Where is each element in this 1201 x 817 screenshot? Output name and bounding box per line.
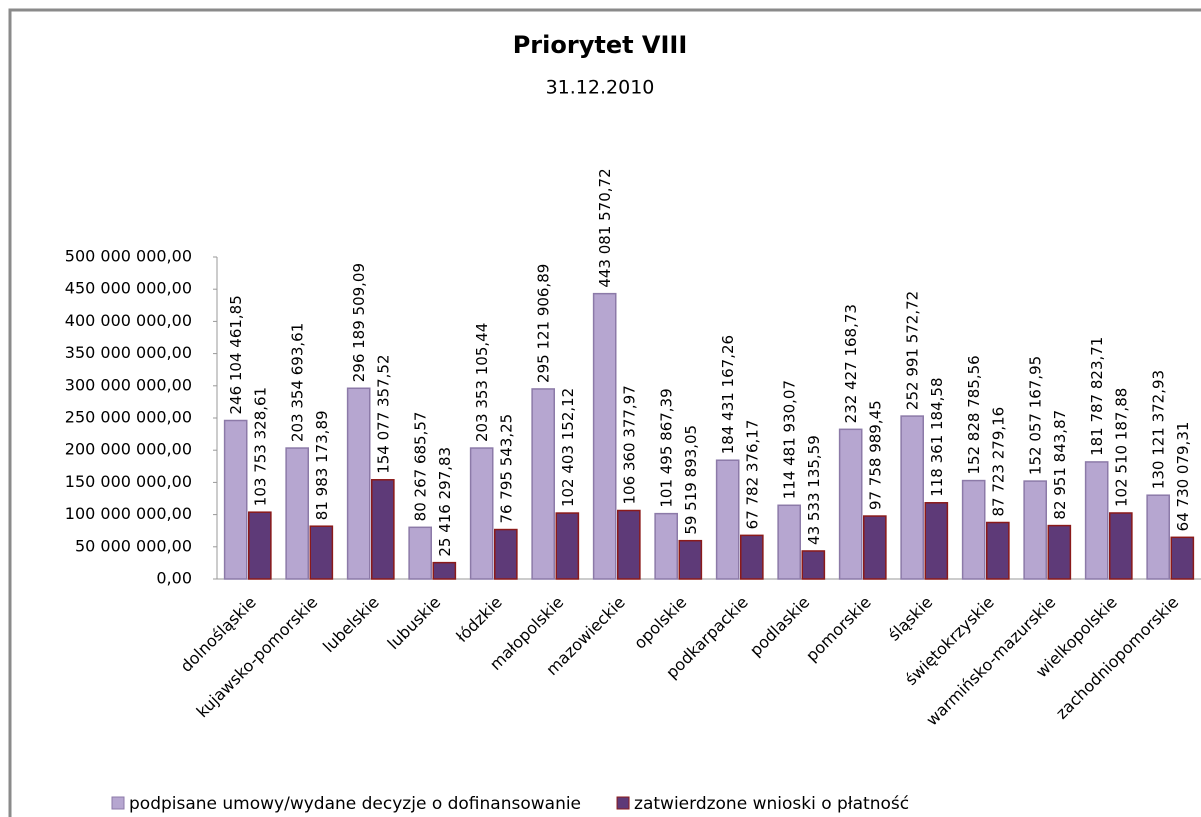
legend-swatch: [616, 796, 630, 810]
value-label: 184 431 167,26: [719, 335, 737, 454]
bar: [309, 525, 334, 580]
value-label: 80 267 685,57: [412, 412, 430, 522]
bar: [740, 534, 764, 580]
value-label: 203 353 105,44: [473, 323, 491, 442]
bar: [678, 539, 703, 580]
bar: [408, 526, 432, 580]
y-tick-label: 400 000 000,00: [65, 311, 192, 330]
value-label: 97 758 989,45: [866, 400, 884, 510]
value-label: 76 795 543,25: [497, 414, 515, 524]
x-tick-label: kujawsko-pomorskie: [193, 593, 322, 722]
y-tick-label: 200 000 000,00: [65, 440, 192, 459]
value-label: 106 360 377,97: [620, 385, 638, 504]
bar: [838, 428, 863, 580]
value-label: 296 189 509,09: [350, 263, 368, 382]
value-label: 101 495 867,39: [658, 388, 676, 507]
value-label: 130 121 372,93: [1150, 370, 1168, 489]
value-label: 114 481 930,07: [781, 380, 799, 499]
value-label: 82 951 843,87: [1051, 410, 1069, 520]
y-tick-label: 50 000 000,00: [75, 536, 192, 555]
bar: [715, 459, 740, 580]
bar: [592, 292, 617, 580]
bar: [777, 504, 801, 580]
bar: [223, 419, 248, 580]
y-tick-label: 0,00: [156, 569, 192, 588]
value-label: 102 403 152,12: [559, 388, 577, 507]
bar: [494, 528, 518, 580]
value-label: 102 510 187,88: [1112, 388, 1130, 507]
value-label: 154 077 357,52: [374, 354, 392, 473]
bar: [1023, 480, 1047, 580]
value-label: 152 057 167,95: [1027, 356, 1045, 475]
legend-swatch: [111, 796, 125, 810]
y-tick-label: 350 000 000,00: [65, 343, 192, 362]
chart-title: Priorytet VIII: [513, 31, 688, 59]
bar: [924, 502, 949, 580]
value-label: 443 081 570,72: [596, 168, 614, 287]
bar: [371, 479, 395, 580]
bar: [1170, 536, 1195, 580]
legend-label: zatwierdzone wnioski o płatność: [634, 794, 909, 814]
y-tick-label: 300 000 000,00: [65, 375, 192, 394]
bar: [285, 447, 309, 580]
y-tick-label: 250 000 000,00: [65, 408, 192, 427]
bar: [432, 561, 457, 580]
bar: [1084, 461, 1109, 580]
bar: [248, 511, 272, 580]
bar: [1109, 512, 1133, 580]
y-tick-label: 100 000 000,00: [65, 504, 192, 523]
bar: [1047, 524, 1072, 580]
bar: [555, 512, 580, 580]
bar: [900, 415, 924, 580]
bar: [1146, 494, 1170, 580]
chart-subtitle: 31.12.2010: [546, 77, 655, 99]
bar: [617, 509, 641, 580]
bar: [346, 387, 371, 580]
value-label: 81 983 173,89: [313, 410, 331, 520]
value-label: 152 828 785,56: [965, 355, 983, 474]
value-label: 246 104 461,85: [227, 295, 245, 414]
value-label: 203 354 693,61: [289, 323, 307, 442]
value-label: 118 361 184,58: [928, 377, 946, 496]
value-label: 67 782 376,17: [743, 420, 761, 530]
value-label: 181 787 823,71: [1088, 337, 1106, 456]
x-tick-label: zachodniopomorskie: [1052, 593, 1182, 723]
value-label: 87 723 279,16: [989, 407, 1007, 517]
value-label: 252 991 572,72: [904, 291, 922, 410]
y-tick-label: 500 000 000,00: [65, 247, 192, 266]
y-tick-label: 150 000 000,00: [65, 472, 192, 491]
chart-frame: [8, 8, 1201, 817]
x-tick-label: lubuskie: [384, 593, 445, 654]
value-label: 103 753 328,61: [251, 387, 269, 506]
value-label: 25 416 297,83: [436, 447, 454, 557]
x-tick-label: łódzkie: [452, 593, 505, 646]
value-label: 43 533 135,59: [805, 435, 823, 545]
bar: [863, 515, 887, 580]
y-tick-label: 450 000 000,00: [65, 279, 192, 298]
bar: [801, 550, 826, 580]
x-tick-label: pomorskie: [802, 593, 875, 666]
bar: [986, 521, 1010, 580]
bar: [469, 447, 494, 580]
legend-label: podpisane umowy/wydane decyzje o dofinan…: [129, 794, 581, 814]
value-label: 232 427 168,73: [842, 304, 860, 423]
bar: [961, 479, 986, 580]
x-tick-label: śląskie: [884, 593, 936, 645]
x-tick-label: lubelskie: [319, 593, 383, 657]
value-label: 59 519 893,05: [682, 425, 700, 535]
value-label: 295 121 906,89: [535, 264, 553, 383]
value-label: 64 730 079,31: [1174, 422, 1192, 532]
bar: [531, 388, 555, 580]
bar: [654, 512, 678, 580]
x-tick-label: opolskie: [630, 593, 690, 653]
